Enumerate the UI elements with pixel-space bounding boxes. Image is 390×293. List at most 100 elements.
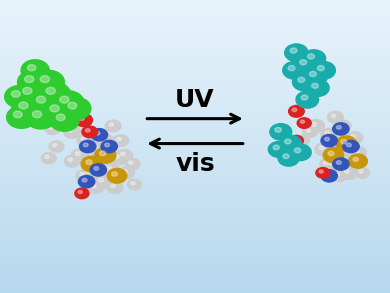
Circle shape [343, 140, 359, 153]
Circle shape [301, 95, 308, 100]
Circle shape [114, 155, 119, 159]
Circle shape [68, 102, 77, 109]
Circle shape [315, 143, 332, 156]
Circle shape [336, 161, 341, 164]
Circle shape [125, 159, 140, 170]
Circle shape [331, 114, 336, 117]
Circle shape [111, 184, 115, 188]
Circle shape [308, 54, 315, 59]
Circle shape [328, 111, 343, 123]
Circle shape [275, 127, 281, 132]
Circle shape [86, 160, 92, 164]
Circle shape [278, 150, 299, 166]
Circle shape [333, 137, 350, 150]
Circle shape [321, 170, 337, 182]
Circle shape [12, 97, 43, 120]
Circle shape [310, 71, 317, 77]
Circle shape [33, 70, 64, 94]
Circle shape [80, 173, 84, 176]
Circle shape [117, 137, 121, 141]
Circle shape [307, 79, 329, 96]
Circle shape [75, 188, 89, 199]
Circle shape [317, 66, 324, 71]
Circle shape [295, 135, 309, 146]
Circle shape [64, 155, 80, 167]
Circle shape [29, 91, 60, 114]
Circle shape [16, 82, 47, 105]
Circle shape [119, 167, 135, 179]
Circle shape [45, 123, 60, 134]
Circle shape [95, 131, 100, 135]
Circle shape [63, 91, 67, 94]
Circle shape [268, 142, 289, 157]
Circle shape [40, 76, 50, 83]
Circle shape [7, 106, 36, 128]
Circle shape [329, 161, 334, 164]
Circle shape [351, 147, 366, 158]
Circle shape [94, 166, 99, 170]
Circle shape [97, 134, 114, 147]
Circle shape [341, 139, 347, 144]
Circle shape [90, 164, 106, 176]
Circle shape [121, 152, 125, 156]
Circle shape [46, 87, 55, 94]
Circle shape [298, 138, 303, 141]
Circle shape [270, 124, 292, 140]
Circle shape [105, 120, 121, 132]
Circle shape [83, 143, 88, 147]
Circle shape [110, 152, 128, 165]
Circle shape [11, 91, 20, 97]
Circle shape [81, 156, 102, 172]
Circle shape [43, 100, 74, 123]
Circle shape [289, 105, 304, 117]
Circle shape [113, 135, 129, 146]
Circle shape [283, 154, 289, 159]
Circle shape [122, 170, 127, 173]
Circle shape [101, 140, 117, 153]
Circle shape [335, 173, 340, 176]
Text: UV: UV [175, 88, 215, 112]
Circle shape [333, 123, 349, 135]
Circle shape [319, 170, 323, 173]
Circle shape [319, 146, 324, 150]
Circle shape [18, 70, 49, 94]
Circle shape [359, 170, 363, 173]
Circle shape [349, 154, 367, 168]
Circle shape [23, 87, 32, 94]
Circle shape [335, 149, 352, 162]
Circle shape [53, 144, 57, 147]
Circle shape [296, 91, 319, 108]
Circle shape [25, 105, 57, 129]
Circle shape [323, 148, 344, 163]
Circle shape [21, 60, 49, 81]
Circle shape [89, 143, 106, 156]
Circle shape [91, 155, 108, 168]
Circle shape [324, 172, 330, 176]
Circle shape [75, 114, 92, 127]
Circle shape [99, 151, 106, 156]
Circle shape [289, 135, 303, 146]
Circle shape [79, 117, 84, 120]
Circle shape [353, 158, 357, 161]
Circle shape [333, 158, 349, 170]
Circle shape [81, 137, 86, 141]
Circle shape [85, 169, 90, 173]
Circle shape [321, 128, 338, 141]
Circle shape [71, 149, 89, 162]
Circle shape [107, 168, 127, 183]
Circle shape [81, 166, 98, 179]
Circle shape [45, 155, 49, 159]
Circle shape [95, 147, 116, 163]
Circle shape [292, 138, 297, 141]
Circle shape [91, 184, 96, 188]
Circle shape [19, 102, 28, 109]
Circle shape [112, 172, 117, 176]
Circle shape [339, 152, 344, 156]
Circle shape [351, 134, 355, 138]
Circle shape [294, 148, 301, 153]
Circle shape [290, 48, 297, 53]
Circle shape [82, 178, 87, 182]
Circle shape [27, 64, 36, 71]
Circle shape [320, 158, 335, 170]
Circle shape [95, 175, 112, 188]
